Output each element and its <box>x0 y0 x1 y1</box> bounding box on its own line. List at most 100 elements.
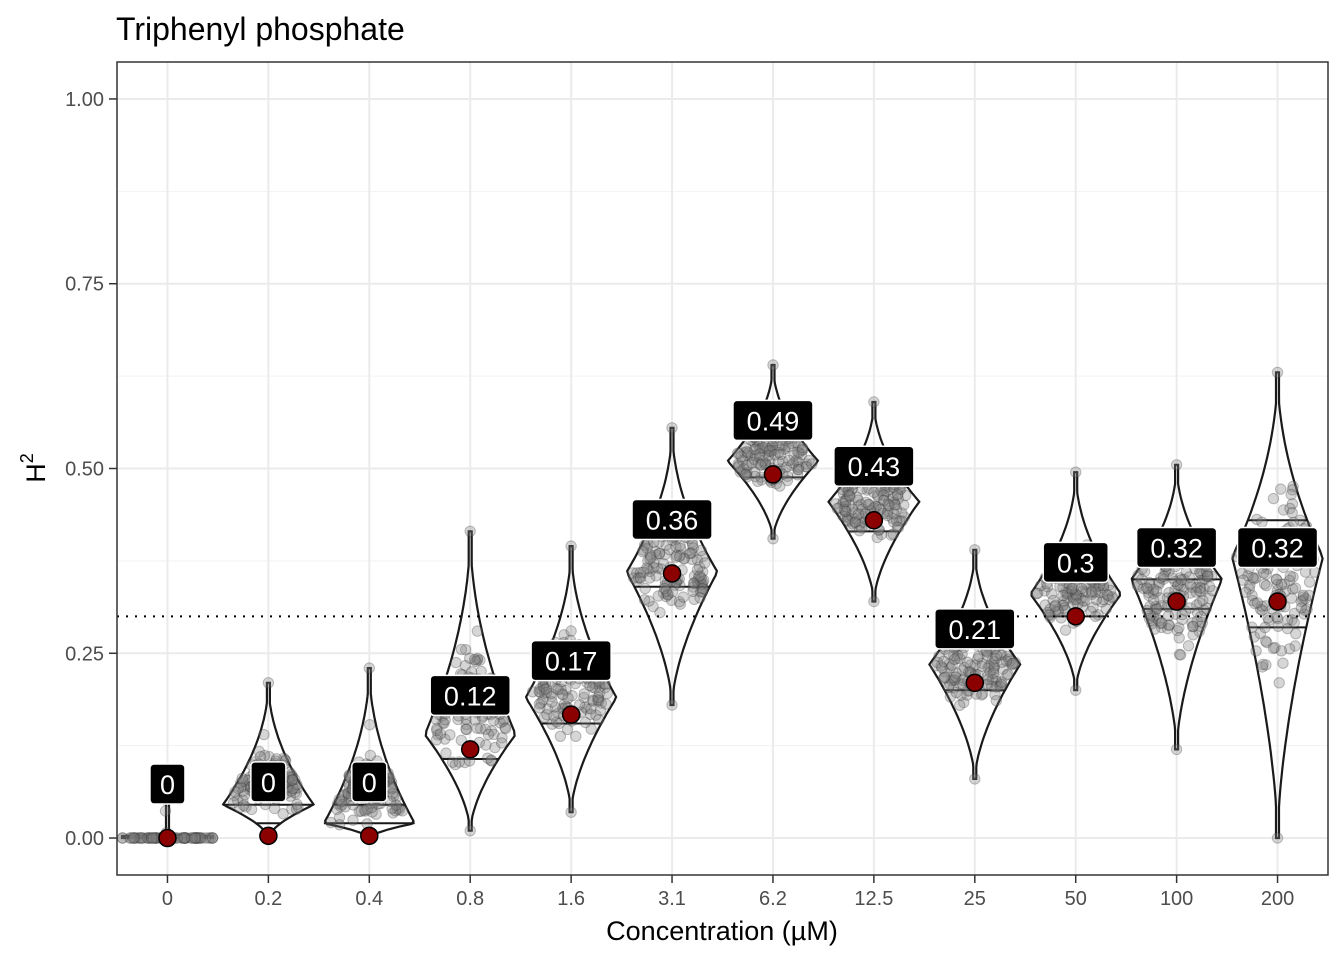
point-label: 0 <box>160 770 175 800</box>
jitter-point <box>1190 586 1202 598</box>
jitter-point <box>984 666 996 678</box>
jitter-point <box>1162 610 1175 622</box>
violin-6.2 <box>726 363 820 540</box>
jitter-point <box>1101 588 1113 601</box>
jitter-point <box>1174 649 1187 661</box>
jitter-point <box>779 443 791 456</box>
jitter-point <box>745 449 758 461</box>
jitter-point <box>128 832 140 844</box>
jitter-point <box>1057 599 1070 611</box>
jitter-point <box>286 771 298 783</box>
jitter-point <box>986 673 999 686</box>
jitter-point <box>1297 589 1310 601</box>
jitter-point <box>587 694 599 706</box>
jitter-point <box>234 801 246 814</box>
jitter-point <box>277 808 289 820</box>
jitter-point <box>642 555 654 567</box>
jitter-point <box>562 692 574 704</box>
jitter-point <box>792 463 804 476</box>
jitter-point <box>459 659 471 672</box>
jitter-point <box>1141 604 1153 617</box>
jitter-point <box>599 682 611 694</box>
jitter-point <box>1282 614 1294 626</box>
jitter-point <box>767 444 780 457</box>
point-label-box <box>429 674 511 717</box>
jitter-point <box>1172 579 1184 591</box>
jitter-point <box>849 516 861 528</box>
jitter-point <box>677 591 689 603</box>
jitter-point <box>785 459 798 471</box>
jitter-point <box>1256 516 1268 528</box>
point-label-box <box>250 761 287 803</box>
jitter-point <box>755 459 768 471</box>
jitter-point <box>1187 629 1199 641</box>
jitter-point <box>144 832 156 844</box>
jitter-point <box>545 688 557 700</box>
jitter-point <box>1287 480 1299 493</box>
jitter-point <box>1270 574 1283 586</box>
jitter-point <box>1286 507 1298 519</box>
jitter-point <box>124 832 136 844</box>
jitter-point <box>734 466 746 478</box>
jitter-point <box>339 801 351 813</box>
jitter-point <box>1301 603 1313 615</box>
jitter-point <box>437 717 449 729</box>
jitter-point <box>687 585 699 598</box>
jitter-point <box>555 683 567 695</box>
jitter-point <box>453 756 465 768</box>
jitter-point <box>542 703 554 715</box>
jitter-point <box>890 503 903 515</box>
jitter-point <box>1044 603 1056 615</box>
jitter-point <box>1077 595 1089 607</box>
jitter-point <box>670 551 682 563</box>
jitter-point <box>1089 586 1102 598</box>
jitter-point <box>1131 579 1144 591</box>
jitter-point <box>769 449 781 461</box>
jitter-point <box>1007 657 1019 670</box>
jitter-point <box>1259 621 1271 634</box>
jitter-point <box>969 659 981 671</box>
jitter-point <box>1002 668 1014 680</box>
jitter-point <box>666 586 679 598</box>
jitter-point <box>364 749 377 762</box>
jitter-point <box>1277 657 1289 669</box>
jitter-point <box>752 457 764 469</box>
jitter-point <box>1202 570 1214 582</box>
jitter-point <box>1052 605 1064 618</box>
jitter-point <box>333 811 346 823</box>
x-tick-label: 50 <box>1065 888 1087 910</box>
jitter-point <box>1136 573 1148 586</box>
jitter-point <box>390 799 402 811</box>
jitter-point <box>988 661 1000 674</box>
jitter-point <box>449 758 462 771</box>
jitter-point <box>338 789 350 801</box>
jitter-point <box>684 547 697 559</box>
jitter-point <box>1198 583 1210 595</box>
jitter-point <box>1191 599 1203 611</box>
jitter-point <box>1086 585 1098 598</box>
jitter-point <box>1269 641 1281 654</box>
jitter-point <box>286 774 298 786</box>
jitter-point <box>995 679 1008 691</box>
jitter-point <box>1195 586 1207 598</box>
jitter-point <box>761 445 774 457</box>
jitter-point <box>787 457 799 469</box>
jitter-point <box>939 666 951 678</box>
jitter-point <box>994 680 1006 693</box>
x-tick-label: 3.1 <box>658 888 686 910</box>
jitter-point <box>931 656 944 669</box>
jitter-point <box>1132 580 1144 593</box>
jitter-point <box>688 570 701 582</box>
jitter-point <box>1142 586 1155 599</box>
jitter-point <box>1068 593 1080 606</box>
jitter-point <box>187 832 200 844</box>
jitter-point <box>831 502 843 515</box>
jitter-point <box>191 832 203 844</box>
jitter-point <box>1143 576 1156 589</box>
jitter-point <box>684 547 696 560</box>
jitter-point <box>1103 593 1115 605</box>
jitter-point <box>331 803 343 816</box>
jitter-point <box>464 652 476 664</box>
jitter-point <box>1295 602 1308 614</box>
jitter-point <box>189 832 201 844</box>
